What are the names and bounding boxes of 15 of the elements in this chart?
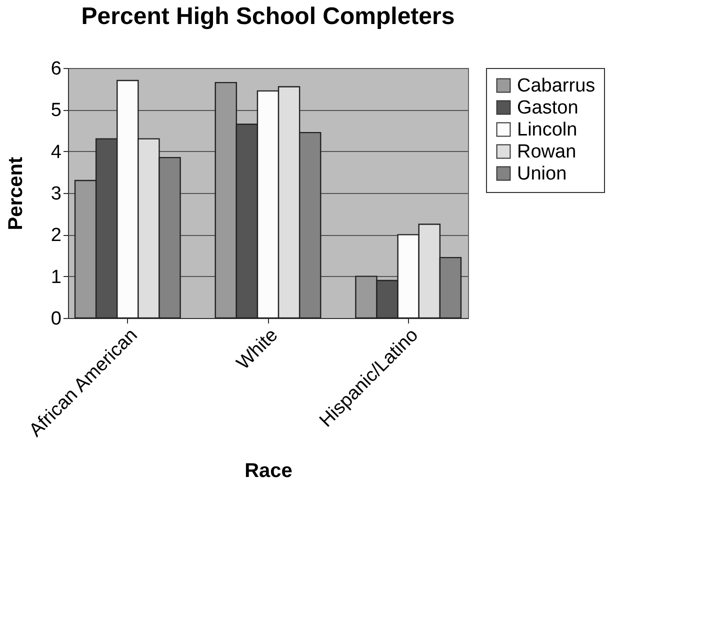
legend-label: Gaston [517, 98, 578, 118]
legend-label: Lincoln [517, 120, 578, 140]
x-axis-title: Race [244, 460, 292, 482]
y-tick-label: 4 [50, 142, 62, 163]
y-tick-label: 0 [50, 308, 62, 330]
y-tick-label: 6 [50, 58, 62, 80]
y-tick-label: 1 [50, 266, 62, 288]
legend-label: Rowan [517, 142, 576, 162]
legend-label: Cabarrus [517, 76, 596, 96]
y-tick-label: 3 [50, 184, 62, 204]
chart-title: Percent High School Completers [81, 3, 455, 30]
y-tick-label: 5 [50, 100, 62, 122]
legend-label: Union [517, 164, 567, 184]
y-axis-title: Percent [4, 156, 27, 230]
y-tick-label: 2 [50, 225, 62, 246]
